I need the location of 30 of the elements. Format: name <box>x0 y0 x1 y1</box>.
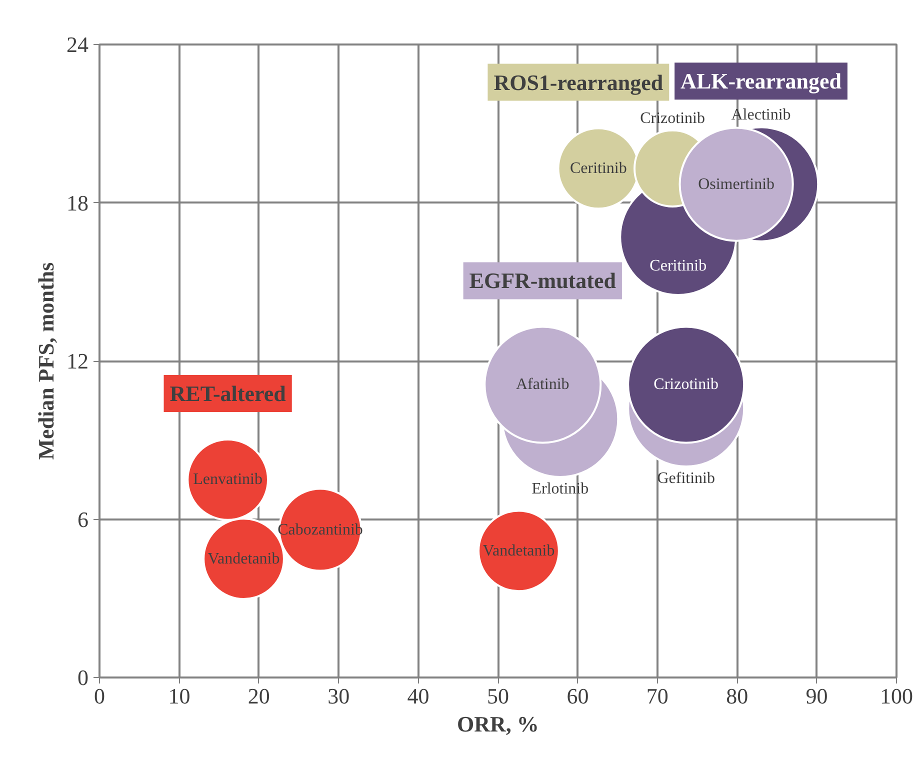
data-label: Ceritinib <box>570 160 627 177</box>
data-label: Crizotinib <box>654 376 719 394</box>
x-tick-label: 90 <box>806 684 828 708</box>
data-label: Ceritinib <box>650 258 707 275</box>
text: RET-altered <box>170 381 286 406</box>
y-tick-label: 12 <box>66 348 88 374</box>
x-axis-title: ORR, % <box>457 712 539 736</box>
data-label: Vandetanib <box>482 542 555 560</box>
y-tick-label: 18 <box>66 190 88 216</box>
data-label: Osimertinib <box>698 176 775 193</box>
x-tick-label: 20 <box>248 684 270 708</box>
data-label: Lenvatinib <box>193 471 262 488</box>
y-tick-label: 6 <box>78 506 88 532</box>
x-tick-label: 50 <box>487 684 509 708</box>
y-tick-label: 24 <box>66 32 88 57</box>
text: EGFR-mutated <box>469 268 616 294</box>
x-tick-label: 0 <box>94 684 105 708</box>
data-label: Vandetanib <box>208 550 280 568</box>
x-tick-label: 100 <box>880 684 913 708</box>
data-label: Afatinib <box>516 376 570 394</box>
x-tick-label: 40 <box>407 684 430 708</box>
y-axis-title: Median PFS, months <box>34 262 58 460</box>
x-tick-label: 80 <box>726 684 748 708</box>
x-tick-label: 70 <box>646 684 668 708</box>
x-tick-label: 60 <box>566 684 589 708</box>
x-tick-label: 30 <box>328 684 350 708</box>
x-tick-label: 10 <box>168 684 190 708</box>
y-tick-label: 0 <box>78 665 88 690</box>
text: ALK-rearranged <box>680 68 842 94</box>
series-label: ROS1-rearranged <box>494 70 664 95</box>
